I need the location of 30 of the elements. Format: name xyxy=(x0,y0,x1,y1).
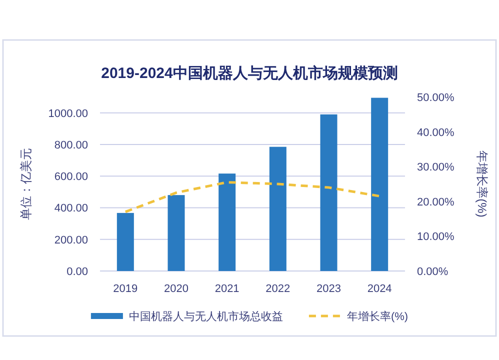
bar xyxy=(218,174,236,271)
y-tick-label: 400.00 xyxy=(54,202,88,215)
bar xyxy=(116,212,134,271)
legend-label: 中国机器人与无人机市场总收益 xyxy=(128,310,283,323)
y2-tick-label: 20.00% xyxy=(417,196,455,208)
y-axis-title: 单位：亿美元 xyxy=(19,148,33,220)
x-tick-label: 2022 xyxy=(266,283,290,295)
x-tick-label: 2024 xyxy=(367,283,392,295)
bar xyxy=(269,146,286,271)
y2-tick-label: 10.00% xyxy=(417,231,455,244)
bar xyxy=(168,195,185,271)
bar xyxy=(320,114,338,271)
y-tick-label: 200.00 xyxy=(54,234,88,246)
chart-title: 2019-2024中国机器人与无人机市场规模预测 xyxy=(101,64,398,82)
y-tick-label: 0.00 xyxy=(66,266,88,278)
y2-tick-label: 40.00% xyxy=(417,126,455,139)
legend-label: 年增长率(%) xyxy=(346,310,408,323)
y2-tick-label: 50.00% xyxy=(417,92,455,104)
x-tick-label: 2023 xyxy=(316,283,341,295)
x-tick-label: 2020 xyxy=(164,283,188,295)
y-tick-label: 800.00 xyxy=(54,139,88,152)
y-tick-label: 600.00 xyxy=(54,171,88,184)
y2-axis-title: 年增长率(%) xyxy=(475,150,489,218)
line-series xyxy=(124,181,381,214)
y2-tick-label: 0.00% xyxy=(417,266,448,278)
y-tick-label: 1000.00 xyxy=(48,108,88,120)
x-tick-label: 2021 xyxy=(214,283,240,295)
x-tick-label: 2019 xyxy=(113,283,138,295)
y2-tick-label: 30.00% xyxy=(417,162,455,174)
bar xyxy=(371,98,388,271)
